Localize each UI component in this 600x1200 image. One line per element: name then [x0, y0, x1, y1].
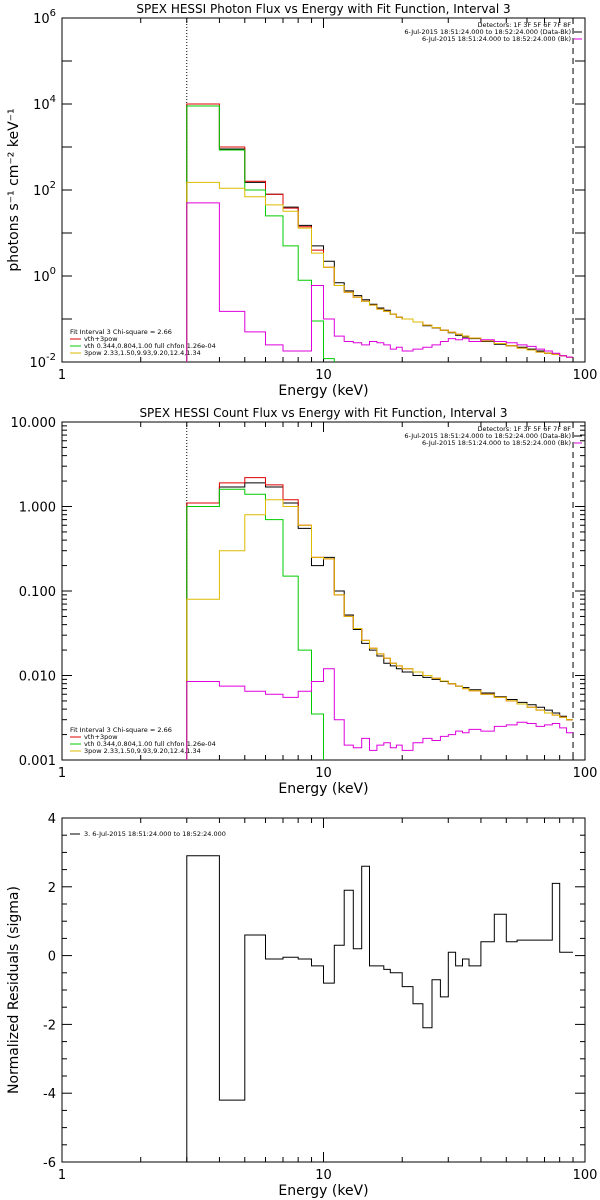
y-tick-label: 102: [33, 180, 56, 199]
series-line-vth: [186, 488, 324, 760]
y-tick-base: 10: [33, 12, 50, 27]
y-tick-label: 1.000: [19, 501, 56, 516]
x-tick-label: 100: [573, 766, 598, 781]
x-axis-label: Energy (keV): [278, 1183, 368, 1199]
chart-title: SPEX HESSI Count Flux vs Energy with Fit…: [139, 406, 507, 420]
detector-legend-text: Detectors: 1F 3F 5F 6F 7F 8F: [477, 21, 571, 29]
chart-panel-1: SPEX HESSI Photon Flux vs Energy with Fi…: [6, 2, 598, 399]
series-layer: [186, 855, 573, 1162]
x-tick-label: 10: [315, 766, 332, 781]
series-line-bk: [186, 668, 573, 760]
series-line-3-: [186, 855, 573, 1162]
y-tick-label: 2: [48, 881, 56, 896]
fit-legend-text: vth+3pow: [84, 335, 118, 343]
y-tick-label: -2: [43, 1018, 56, 1033]
detector-legend-text: 6-Jul-2015 18:51:24.000 to 18:52:24.000 …: [404, 28, 571, 36]
y-tick-base: 10: [33, 184, 50, 199]
x-axis-label: Energy (keV): [278, 383, 368, 399]
y-tick-label: 100: [33, 266, 56, 285]
fit-legend-text: 3pow 2.33,1.50,9.93,9.20,12.4,1.34: [84, 349, 201, 357]
fit-legend-text: vth 0.344,0.804,1.00 full chfon 1.26e-04: [84, 740, 216, 748]
y-tick-base: 10: [29, 356, 46, 371]
series-line-3pow: [186, 181, 573, 362]
detector-legend-text: 6-Jul-2015 18:51:24.000 to 18:52:24.000 …: [422, 439, 571, 447]
y-tick-label: 0.010: [19, 670, 56, 685]
x-tick-label: 1: [58, 1168, 66, 1183]
x-tick-label: 1: [58, 766, 66, 781]
y-tick-label: 106: [33, 8, 56, 27]
fit-legend-text: Fit Interval 3 Chi-square = 2.66: [70, 328, 172, 336]
series-line-vth: [186, 105, 335, 362]
series-layer: [186, 103, 573, 362]
y-axis-label: Normalized Residuals (sigma): [6, 886, 22, 1094]
plot-frame: [61, 817, 586, 1163]
legend-text: 3. 6-Jul-2015 18:51:24.000 to 18:52:24.0…: [84, 830, 226, 838]
y-tick-label: 0.100: [19, 585, 56, 600]
series-layer: [186, 477, 573, 760]
chart-title: SPEX HESSI Photon Flux vs Energy with Fi…: [136, 2, 510, 16]
chart-panel-2: SPEX HESSI Count Flux vs Energy with Fit…: [11, 406, 598, 797]
x-tick-label: 100: [573, 1168, 598, 1183]
y-tick-exponent: -2: [46, 352, 56, 363]
x-tick-label: 10: [315, 1168, 332, 1183]
fit-legend-text: vth 0.344,0.804,1.00 full chfon 1.26e-04: [84, 342, 216, 350]
y-axis-label: photons s⁻¹ cm⁻² keV⁻¹: [6, 108, 22, 271]
y-tick-label: 0.001: [19, 754, 56, 769]
y-tick-label: 104: [33, 94, 56, 113]
x-tick-label: 10: [315, 368, 332, 383]
y-tick-label: 10-2: [29, 352, 56, 371]
y-tick-exponent: 2: [50, 180, 56, 191]
detector-legend-text: 6-Jul-2015 18:51:24.000 to 18:52:24.000 …: [422, 35, 571, 43]
series-line-3pow: [186, 499, 573, 760]
y-tick-label: 4: [48, 812, 56, 827]
y-tick-label: -6: [43, 1156, 56, 1171]
y-tick-label: -4: [43, 1087, 56, 1102]
y-tick-exponent: 4: [50, 94, 56, 105]
y-tick-base: 10: [33, 98, 50, 113]
y-tick-base: 10: [33, 270, 50, 285]
y-tick-exponent: 0: [50, 266, 56, 277]
fit-legend-text: Fit Interval 3 Chi-square = 2.66: [70, 726, 172, 734]
x-tick-label: 1: [58, 368, 66, 383]
detector-legend-text: Detectors: 1F 3F 5F 6F 7F 8F: [477, 425, 571, 433]
series-line-bk: [186, 202, 573, 362]
fit-legend-text: 3pow 2.33,1.50,9.93,9.20,12.4,1.34: [84, 747, 201, 755]
y-tick-label: 0: [48, 950, 56, 965]
detector-legend-text: 6-Jul-2015 18:51:24.000 to 18:52:24.000 …: [404, 432, 571, 440]
fit-legend-text: vth+3pow: [84, 733, 118, 741]
x-tick-label: 100: [573, 368, 598, 383]
chart-panel-3: 1 10 100 -6 -4 -2 0 2 4 Energy (keV) Normalized Re…: [6, 812, 597, 1199]
plot-frame: [61, 421, 586, 761]
x-axis-label: Energy (keV): [278, 781, 368, 797]
y-tick-label: 10.000: [11, 416, 57, 431]
y-tick-exponent: 6: [50, 8, 56, 19]
